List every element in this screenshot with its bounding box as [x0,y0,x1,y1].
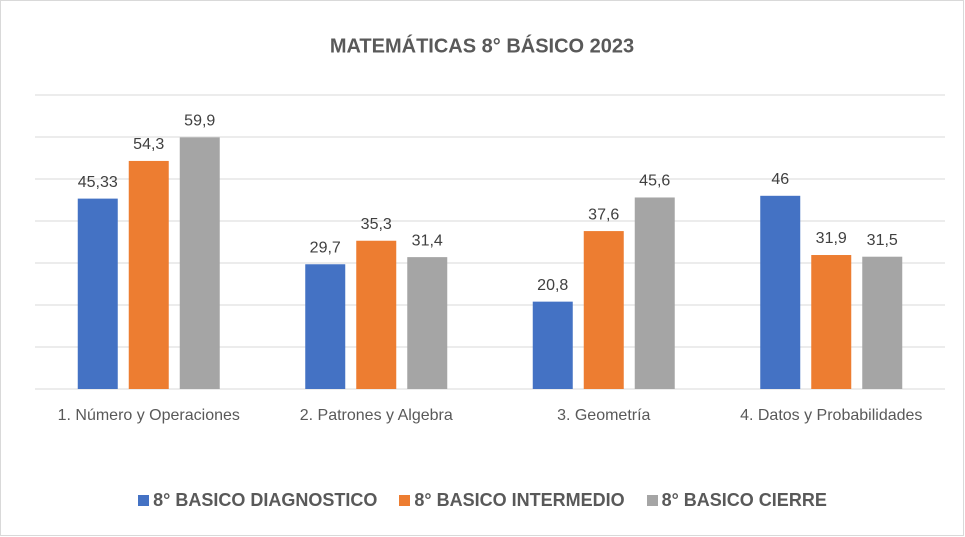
bar [305,264,346,389]
data-label: 31,5 [867,232,898,249]
x-tick-label: 2. Patrones y Algebra [299,407,453,424]
x-tick-label: 1. Número y Operaciones [57,407,240,424]
data-label: 20,8 [537,277,568,294]
bar [634,197,675,389]
legend-item: 8° BASICO DIAGNOSTICO [138,490,377,511]
data-label: 45,33 [78,174,118,191]
legend-swatch [138,495,150,506]
bar [760,195,801,389]
bar [407,257,448,389]
legend-label: 8° BASICO INTERMEDIO [414,490,625,510]
data-label: 59,9 [184,113,215,130]
bar [128,160,169,389]
legend-label: 8° BASICO CIERRE [661,490,827,510]
legend-swatch [399,495,411,506]
x-tick-label: 3. Geometría [557,407,651,424]
data-label: 31,4 [412,232,443,249]
legend-swatch [646,495,658,506]
data-label: 45,6 [639,173,670,190]
bar [356,240,397,389]
legend-label: 8° BASICO DIAGNOSTICO [153,490,378,510]
legend-item: 8° BASICO CIERRE [646,490,827,511]
bar [77,198,118,389]
chart-title: MATEMÁTICAS 8° BÁSICO 2023 [330,34,634,57]
data-label: 37,6 [588,206,619,223]
bar [811,255,852,389]
bar [862,256,903,389]
data-label: 54,3 [133,136,164,153]
data-label: 46 [771,171,789,188]
data-label: 29,7 [310,239,341,256]
data-label: 31,9 [816,230,847,247]
x-tick-label: 4. Datos y Probabilidades [740,407,923,424]
data-label: 35,3 [361,216,392,233]
bar [532,301,573,389]
bar [583,231,624,389]
bar [179,137,220,389]
legend-item: 8° BASICO INTERMEDIO [399,490,625,511]
legend: 8° BASICO DIAGNOSTICO 8° BASICO INTERMEDI… [0,490,965,511]
